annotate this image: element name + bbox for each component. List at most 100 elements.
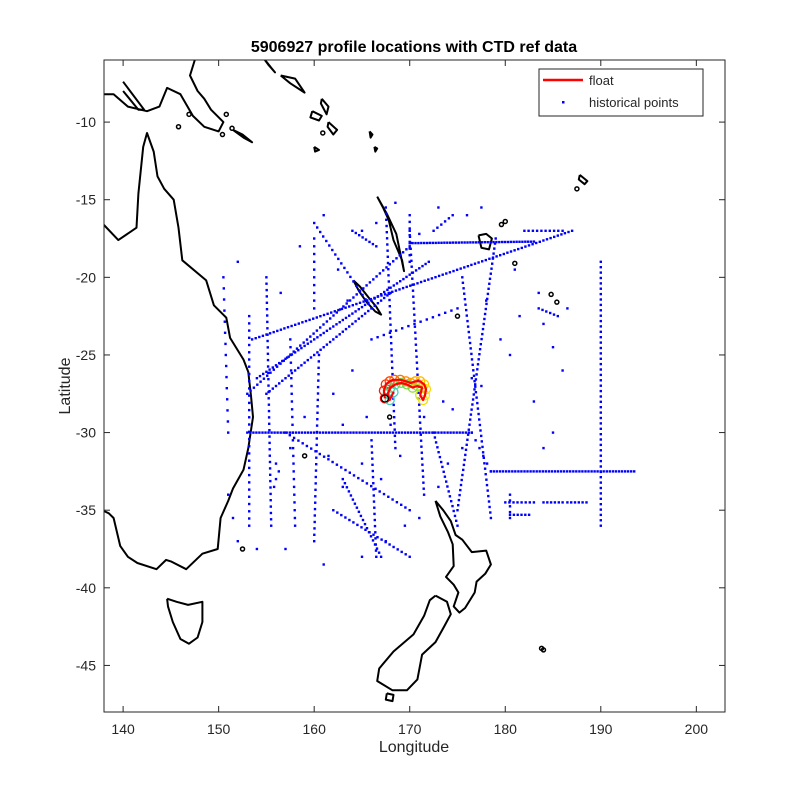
historical-point xyxy=(297,322,300,325)
historical-point xyxy=(457,504,460,507)
historical-point xyxy=(562,470,566,473)
float-start-marker xyxy=(380,394,389,403)
historical-point xyxy=(326,312,329,315)
historical-point xyxy=(379,555,383,558)
historical-point xyxy=(599,406,602,409)
chart-title: 5906927 profile locations with CTD ref d… xyxy=(251,39,577,56)
historical-point xyxy=(340,262,343,265)
historical-point xyxy=(465,443,468,446)
historical-point xyxy=(481,445,484,449)
historical-point xyxy=(222,276,225,279)
historical-point xyxy=(346,299,349,302)
historical-point xyxy=(264,431,267,434)
historical-point xyxy=(265,276,268,279)
historical-point xyxy=(408,273,411,276)
y-tick-label: -25 xyxy=(76,347,96,363)
historical-point xyxy=(291,415,294,419)
historical-point xyxy=(394,201,397,204)
historical-point xyxy=(236,540,239,543)
historical-point xyxy=(527,513,531,516)
historical-point xyxy=(468,423,471,426)
historical-point xyxy=(478,446,481,450)
historical-point xyxy=(265,392,268,395)
historical-point xyxy=(440,460,443,464)
historical-point xyxy=(465,314,468,317)
historical-point xyxy=(466,438,469,441)
historical-point xyxy=(434,241,437,245)
historical-point xyxy=(414,337,417,340)
historical-point xyxy=(463,458,466,462)
historical-point xyxy=(401,327,404,330)
historical-point xyxy=(312,431,316,434)
historical-point xyxy=(249,389,252,392)
historical-point xyxy=(415,349,418,352)
island-outline xyxy=(574,186,580,192)
historical-point xyxy=(394,289,398,292)
historical-point xyxy=(272,368,275,371)
historical-point xyxy=(252,431,255,434)
historical-point xyxy=(365,284,368,287)
historical-point xyxy=(325,431,328,434)
historical-point xyxy=(252,386,256,389)
historical-point xyxy=(425,241,429,245)
historical-point xyxy=(420,451,423,454)
historical-point xyxy=(446,431,449,434)
historical-point xyxy=(492,240,495,244)
island-outline xyxy=(301,453,308,459)
historical-point xyxy=(467,431,470,434)
historical-point xyxy=(331,431,334,434)
historical-point xyxy=(469,413,473,416)
historical-point xyxy=(535,470,538,473)
historical-point xyxy=(469,241,472,244)
historical-point xyxy=(373,431,376,434)
x-tick-label: 150 xyxy=(207,721,231,737)
coastline-australia xyxy=(104,132,254,571)
historical-point xyxy=(289,361,293,364)
historical-point xyxy=(489,470,493,473)
historical-point xyxy=(289,338,292,341)
historical-point xyxy=(266,358,270,362)
historical-point xyxy=(316,418,319,421)
historical-point xyxy=(248,510,251,513)
historical-point xyxy=(380,294,383,297)
historical-point xyxy=(273,431,276,434)
historical-point xyxy=(542,501,545,504)
historical-point xyxy=(552,229,556,232)
historical-point xyxy=(478,348,482,351)
historical-point xyxy=(375,547,379,550)
historical-point xyxy=(559,470,563,473)
island-outline xyxy=(454,313,461,319)
historical-point xyxy=(547,470,551,473)
historical-point xyxy=(226,420,230,423)
historical-point xyxy=(289,446,292,450)
historical-point xyxy=(423,279,426,282)
historical-point xyxy=(374,537,377,540)
historical-point xyxy=(354,231,357,235)
historical-point xyxy=(395,257,398,260)
historical-point xyxy=(422,431,425,434)
historical-point xyxy=(599,449,602,452)
historical-point xyxy=(599,481,602,484)
historical-point xyxy=(372,488,375,491)
historical-point xyxy=(495,470,499,473)
historical-point xyxy=(306,431,310,434)
historical-point xyxy=(314,488,317,491)
historical-point xyxy=(437,451,440,454)
historical-point xyxy=(281,359,284,363)
historical-point xyxy=(489,241,492,244)
historical-point xyxy=(620,470,624,473)
historical-point xyxy=(458,431,461,434)
historical-point xyxy=(487,500,491,503)
historical-point xyxy=(599,459,602,463)
historical-point xyxy=(372,500,376,503)
historical-point xyxy=(495,255,498,258)
historical-point xyxy=(412,307,416,310)
historical-point xyxy=(599,379,602,382)
historical-point xyxy=(449,431,452,434)
historical-point xyxy=(314,469,318,472)
historical-point xyxy=(570,501,573,504)
historical-point xyxy=(248,452,251,455)
historical-point xyxy=(316,398,319,402)
legend-box xyxy=(538,68,704,117)
